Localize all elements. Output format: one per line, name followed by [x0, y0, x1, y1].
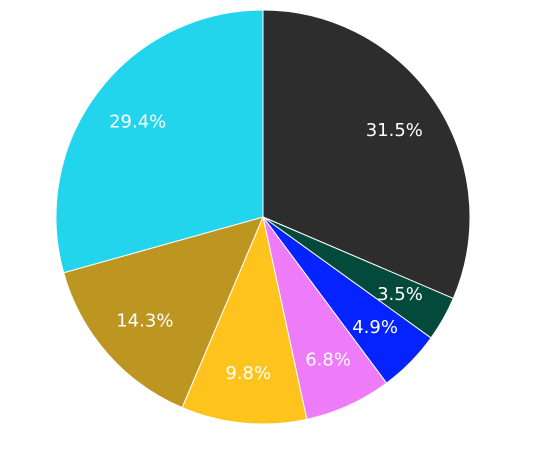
pie-labels: 31.5% 3.5% 4.9%6.8% 9.8% 14.3% 29.4% [109, 111, 423, 384]
pie-slice-label-4: 6.8% [305, 350, 351, 371]
pie-slice-label-1: 31.5% [366, 120, 423, 141]
pie-slice-5 [181, 216, 308, 425]
pie-slice-6 [63, 216, 264, 409]
pie-slice-1 [262, 9, 471, 299]
pie-slice-label-7: 29.4% [109, 111, 166, 132]
pie-slice-label-2: 3.5% [377, 284, 423, 305]
pie-slice-label-3: 4.9% [352, 317, 398, 338]
pie-slices [55, 9, 471, 425]
pie-slice-7 [55, 9, 264, 274]
pie-slice-label-5: 9.8% [225, 363, 271, 384]
pie-slice-label-6: 14.3% [116, 310, 173, 331]
